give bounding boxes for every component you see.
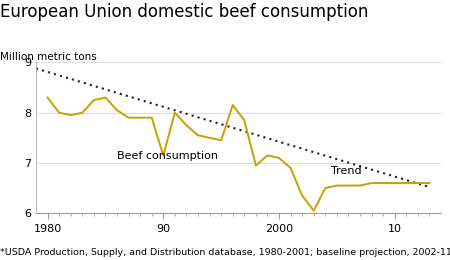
Text: Trend: Trend [331, 166, 362, 176]
Text: Beef consumption: Beef consumption [117, 151, 218, 161]
Text: Million metric tons: Million metric tons [0, 52, 97, 62]
Text: European Union domestic beef consumption: European Union domestic beef consumption [0, 3, 369, 21]
Text: *USDA Production, Supply, and Distribution database, 1980-2001; baseline project: *USDA Production, Supply, and Distributi… [0, 248, 450, 257]
